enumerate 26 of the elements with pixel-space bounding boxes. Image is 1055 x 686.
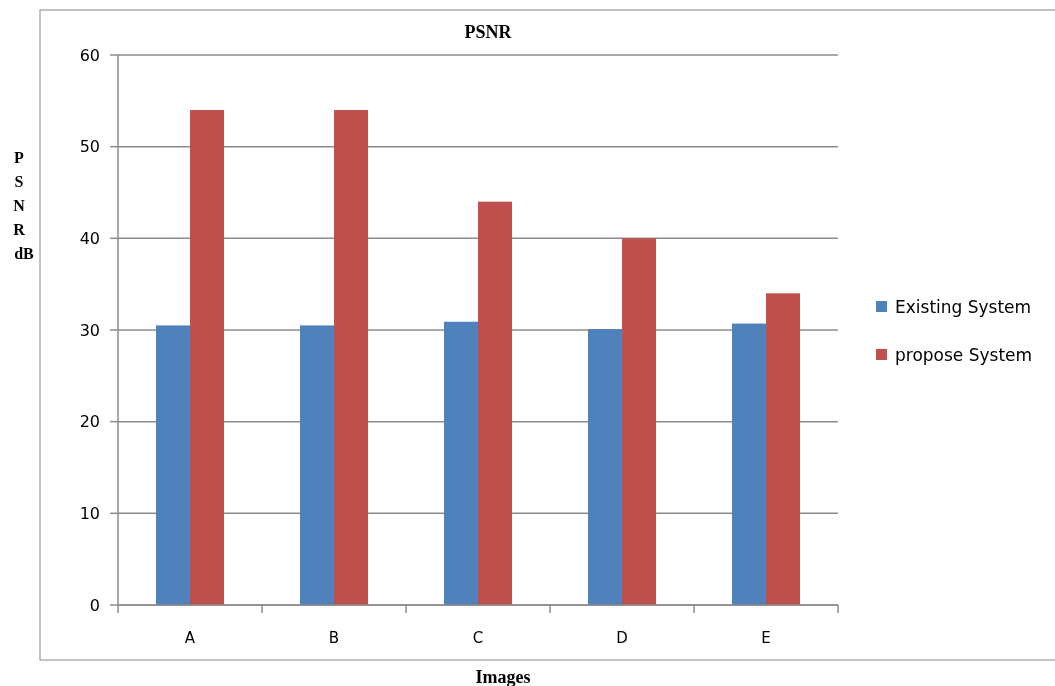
bar (156, 325, 190, 605)
chart-title: PSNR (464, 22, 513, 42)
bar (766, 293, 800, 605)
bar (732, 323, 766, 605)
y-tick-label: 40 (79, 228, 100, 248)
y-tick-label: 10 (79, 503, 100, 523)
y-tick-label: 30 (79, 320, 100, 340)
x-tick-label: B (328, 629, 340, 647)
y-tick-label: 0 (89, 595, 100, 615)
x-tick-label: D (616, 629, 628, 647)
bar (478, 201, 512, 605)
x-tick-label: C (472, 629, 484, 647)
legend-label: propose System (895, 344, 1033, 365)
bar (622, 238, 656, 605)
bar (588, 329, 622, 605)
x-tick-label: E (761, 629, 771, 647)
bar (334, 110, 368, 605)
y-tick-label: 20 (79, 412, 100, 432)
bar (300, 325, 334, 605)
x-tick-label: A (184, 629, 196, 647)
y-axis-title: PSNR dB (13, 149, 35, 262)
bar (190, 110, 224, 605)
y-tick-label: 60 (79, 45, 100, 65)
y-tick-label: 50 (79, 137, 100, 157)
legend-label: Existing System (895, 296, 1032, 317)
bar (444, 321, 478, 605)
